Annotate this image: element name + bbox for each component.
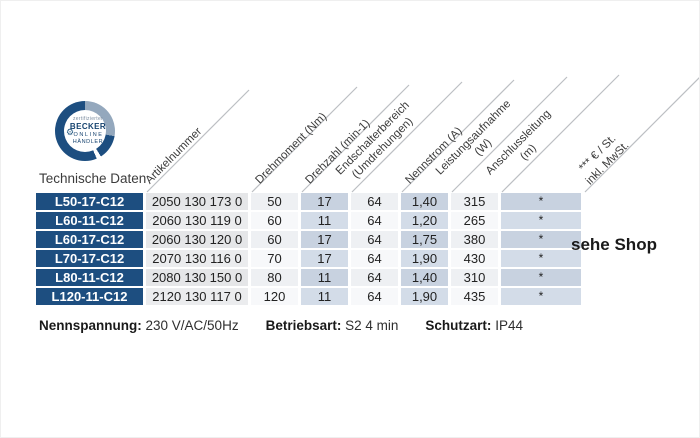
nennstrom-cell: 1,20: [401, 212, 448, 229]
leistungsaufnahme-cell: 435: [451, 288, 498, 305]
drehmoment-cell: 70: [251, 250, 298, 267]
leistungsaufnahme-cell: 430: [451, 250, 498, 267]
drehzahl-cell: 11: [301, 212, 348, 229]
endschalterbereich-cell: 64: [351, 288, 398, 305]
anschlussleitung-cell: *: [501, 250, 581, 267]
drehmoment-cell: 60: [251, 212, 298, 229]
endschalterbereich-cell: 64: [351, 212, 398, 229]
model-cell: L120-11-C12: [36, 288, 143, 305]
artikelnummer-cell: 2060 130 119 0: [146, 212, 248, 229]
nennstrom-cell: 1,75: [401, 231, 448, 248]
leistungsaufnahme-cell: 380: [451, 231, 498, 248]
spec-label: Nennspannung:: [39, 318, 142, 333]
spec-betriebsart: Betriebsart: S2 4 min: [266, 318, 399, 333]
spec-label: Betriebsart:: [265, 318, 342, 333]
spec-label: Schutzart:: [425, 318, 492, 333]
badge-brand-text: BECKER: [69, 122, 107, 132]
becker-certified-badge: ⚙ zertifizierter BECKER ONLINE HÄNDLER: [55, 101, 115, 161]
price-note: sehe Shop: [571, 235, 657, 254]
artikelnummer-cell: 2060 130 120 0: [146, 231, 248, 248]
model-cell: L80-11-C12: [36, 269, 143, 286]
drehmoment-cell: 50: [251, 193, 298, 210]
badge-prefix-text: zertifizierter: [72, 116, 104, 122]
gear-icon: ⚙: [66, 127, 75, 137]
badge-haendler-text: HÄNDLER: [72, 139, 104, 146]
data-table: L50-17-C12 2050 130 173 0 50 17 64 1,40 315 * L6…: [36, 193, 581, 305]
drehzahl-cell: 17: [301, 231, 348, 248]
drehmoment-cell: 120: [251, 288, 298, 305]
anschlussleitung-cell: *: [501, 231, 581, 248]
badge-inner-disc: ⚙ zertifizierter BECKER ONLINE HÄNDLER: [64, 110, 106, 152]
anschlussleitung-cell: *: [501, 212, 581, 229]
spec-schutzart: Schutzart: IP44: [425, 318, 523, 333]
endschalterbereich-cell: 64: [351, 250, 398, 267]
drehmoment-cell: 60: [251, 231, 298, 248]
leistungsaufnahme-cell: 315: [451, 193, 498, 210]
nennstrom-cell: 1,90: [401, 288, 448, 305]
spec-value: IP44: [495, 318, 523, 333]
drehzahl-cell: 11: [301, 288, 348, 305]
anschlussleitung-cell: *: [501, 193, 581, 210]
leistungsaufnahme-cell: 310: [451, 269, 498, 286]
drehzahl-cell: 11: [301, 269, 348, 286]
leistungsaufnahme-cell: 265: [451, 212, 498, 229]
endschalterbereich-cell: 64: [351, 269, 398, 286]
nennstrom-cell: 1,40: [401, 193, 448, 210]
column-header-preis: *** € / St. inkl. MwSt.: [576, 132, 632, 187]
model-cell: L50-17-C12: [36, 193, 143, 210]
spec-nennspannung: Nennspannung: 230 V/AC/50Hz: [39, 318, 239, 333]
nennstrom-cell: 1,90: [401, 250, 448, 267]
endschalterbereich-cell: 64: [351, 231, 398, 248]
drehmoment-cell: 80: [251, 269, 298, 286]
model-cell: L60-17-C12: [36, 231, 143, 248]
model-cell: L60-11-C12: [36, 212, 143, 229]
artikelnummer-cell: 2080 130 150 0: [146, 269, 248, 286]
anschlussleitung-cell: *: [501, 288, 581, 305]
spec-value: S2 4 min: [345, 318, 399, 333]
artikelnummer-cell: 2070 130 116 0: [146, 250, 248, 267]
badge-online-text: ONLINE: [73, 132, 104, 139]
model-cell: L70-17-C12: [36, 250, 143, 267]
spec-footer: Nennspannung: 230 V/AC/50Hz Betriebsart:…: [39, 318, 523, 333]
nennstrom-cell: 1,40: [401, 269, 448, 286]
drehzahl-cell: 17: [301, 250, 348, 267]
drehzahl-cell: 17: [301, 193, 348, 210]
artikelnummer-cell: 2050 130 173 0: [146, 193, 248, 210]
spec-value: 230 V/AC/50Hz: [145, 318, 239, 333]
artikelnummer-cell: 2120 130 117 0: [146, 288, 248, 305]
endschalterbereich-cell: 64: [351, 193, 398, 210]
table-caption: Technische Daten: [39, 171, 147, 186]
column-header-artikelnummer: Artikelnummer: [143, 125, 205, 187]
anschlussleitung-cell: *: [501, 269, 581, 286]
